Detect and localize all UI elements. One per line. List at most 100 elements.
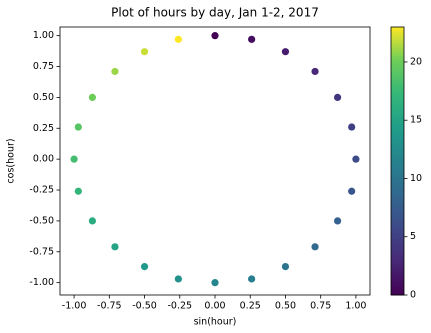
scatter-point <box>211 32 219 40</box>
colorbar-segment <box>391 211 404 216</box>
colorbar-segment <box>391 262 404 267</box>
y-axis-label: cos(hour) <box>6 138 17 183</box>
colorbar-segment <box>391 158 404 162</box>
colorbar-segment <box>391 233 404 237</box>
colorbar-segment <box>391 115 404 119</box>
scatter-point <box>111 243 119 251</box>
colorbar-segment <box>391 217 404 221</box>
colorbar-segment <box>391 187 404 191</box>
y-tick-label: 0.25 <box>33 123 54 134</box>
colorbar-segment <box>391 169 404 173</box>
scatter-point <box>248 275 256 283</box>
y-tick-label: 0.00 <box>33 154 54 165</box>
chart-title: Plot of hours by day, Jan 1-2, 2017 <box>111 6 319 20</box>
scatter-point <box>281 48 290 56</box>
colorbar-frame <box>390 26 405 296</box>
colorbar-segment <box>391 179 404 183</box>
colorbar-segment <box>391 88 404 92</box>
colorbar-segment <box>391 241 404 245</box>
colorbar-tick-label: 10 <box>410 173 422 184</box>
colorbar-segment <box>391 35 404 39</box>
colorbar-segment <box>391 209 404 213</box>
colorbar-segment <box>391 201 404 205</box>
scatter-point <box>348 187 356 195</box>
colorbar-segment <box>391 128 404 133</box>
colorbar-tick-label: 0 <box>410 290 416 301</box>
scatter-point <box>333 217 342 225</box>
colorbar-segment <box>391 219 404 224</box>
colorbar-segment <box>391 161 404 165</box>
colorbar-segment <box>391 230 404 234</box>
colorbar-segment <box>391 32 404 36</box>
scatter-point <box>74 187 82 195</box>
colorbar-segment <box>391 102 404 106</box>
x-tick-label: 0.50 <box>275 301 296 312</box>
colorbar-segment <box>391 177 404 181</box>
colorbar-segment <box>391 195 404 200</box>
colorbar-segment <box>391 225 404 229</box>
colorbar-segment <box>391 281 404 285</box>
colorbar-segment <box>391 228 404 232</box>
x-tick-label: 0.75 <box>310 301 331 312</box>
colorbar-segment <box>391 94 404 98</box>
colorbar-segment <box>391 123 404 127</box>
colorbar-segment <box>391 268 404 272</box>
colorbar-segment <box>391 96 404 100</box>
y-tick-label: 0.75 <box>33 61 54 72</box>
scatter-point <box>174 35 182 43</box>
colorbar-segment <box>391 99 404 103</box>
colorbar-segment <box>391 80 404 84</box>
colorbar-segment <box>391 236 404 240</box>
colorbar-segment <box>391 166 404 170</box>
colorbar-segment <box>391 174 404 178</box>
colorbar-segment <box>391 142 404 146</box>
colorbar-segment <box>391 126 404 130</box>
colorbar-segment <box>391 77 404 82</box>
scatter-point <box>281 262 290 271</box>
colorbar-segment <box>391 147 404 151</box>
x-tick-label: -1.00 <box>62 301 87 312</box>
colorbar-segment <box>391 257 404 261</box>
colorbar-segment <box>391 254 404 258</box>
y-tick-label: -1.00 <box>29 277 54 288</box>
scatter-point <box>111 67 119 76</box>
colorbar-segment <box>391 134 404 138</box>
x-tick-label: 0.25 <box>240 301 261 312</box>
colorbar-segment <box>391 155 404 159</box>
scatter-point <box>74 123 82 131</box>
colorbar-segment <box>391 53 404 57</box>
colorbar-segment <box>391 273 404 277</box>
colorbar-segment <box>391 43 404 47</box>
colorbar-segment <box>391 139 404 143</box>
colorbar-segment <box>391 51 404 55</box>
scatter-point <box>211 279 219 287</box>
colorbar-segment <box>391 150 404 154</box>
colorbar-segment <box>391 64 404 68</box>
y-tick-label: -0.50 <box>29 215 54 226</box>
colorbar-segment <box>391 40 404 44</box>
colorbar-segment <box>391 182 404 186</box>
colorbar-segment <box>391 120 404 124</box>
colorbar-segment <box>391 72 404 76</box>
colorbar-segment <box>391 83 404 87</box>
colorbar-tick-label: 20 <box>410 56 422 67</box>
scatter-point <box>348 123 356 131</box>
scatter-point <box>140 262 149 271</box>
scatter-point <box>174 275 182 283</box>
colorbar-segment <box>391 85 404 90</box>
colorbar-segment <box>391 246 404 250</box>
colorbar-segment <box>391 270 404 275</box>
colorbar-segment <box>391 203 404 208</box>
colorbar-segment <box>391 289 404 293</box>
x-tick-label: -0.75 <box>97 301 122 312</box>
colorbar-segment <box>391 48 404 52</box>
colorbar-segment <box>391 163 404 167</box>
scatter-point <box>248 35 256 43</box>
colorbar-segment <box>391 238 404 242</box>
scatter-point <box>88 217 97 225</box>
scatter-point <box>333 93 342 101</box>
scatter-point <box>311 67 319 76</box>
scatter-point <box>352 155 360 163</box>
colorbar-segment <box>391 37 404 41</box>
